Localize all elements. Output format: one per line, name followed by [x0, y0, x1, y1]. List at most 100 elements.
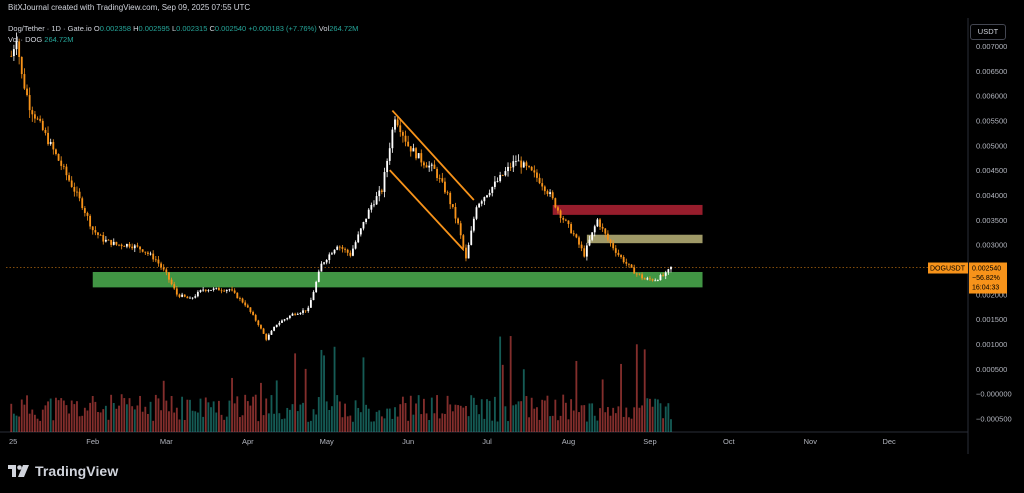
volume-bar: [651, 406, 654, 432]
volume-bar: [614, 413, 617, 432]
volume-bar: [136, 405, 139, 432]
low-value: 0.002315: [176, 24, 208, 33]
candle-body: [514, 161, 517, 162]
candle-body: [309, 300, 312, 308]
volume-bar: [154, 394, 157, 432]
volume-bar: [18, 416, 21, 432]
candle-body: [401, 132, 404, 136]
volume-bar: [543, 400, 546, 432]
candle-body: [283, 319, 286, 321]
volume-bar: [472, 397, 475, 432]
x-tick-label: Oct: [723, 437, 736, 446]
candle-body: [110, 239, 113, 245]
candle-body: [530, 166, 533, 171]
candle-body: [275, 324, 278, 327]
volume-bar: [181, 396, 184, 432]
candle-body: [394, 119, 396, 130]
candle-body: [541, 183, 544, 187]
volume-bar: [173, 412, 176, 432]
volume-bar: [654, 398, 657, 432]
volume-bar: [302, 402, 304, 432]
volume-bar: [254, 394, 257, 432]
volume-bar: [599, 408, 601, 432]
volume-bar: [417, 395, 420, 432]
price-tag-countdown: 16:04:33: [972, 285, 999, 292]
candle-body: [656, 280, 659, 281]
y-tick-label: 0.006500: [976, 67, 1007, 76]
candle-body: [186, 296, 189, 299]
candle-body: [70, 180, 73, 187]
candle-body: [415, 148, 417, 159]
volume-bar: [483, 418, 486, 432]
candle-body: [57, 153, 60, 161]
close-value: 0.002540: [214, 24, 247, 33]
candle-body: [444, 181, 446, 193]
volume-legend: Vol · DOG 264.72M: [8, 35, 73, 44]
brand-name: TradingView: [35, 463, 119, 479]
volume-bar: [625, 407, 628, 432]
candle-body: [412, 148, 415, 152]
candle-body: [91, 226, 94, 231]
volume-bar: [233, 403, 236, 432]
x-tick-label: Feb: [86, 437, 99, 446]
candle-body: [499, 175, 502, 182]
volume-bar: [354, 400, 357, 432]
volume-bar: [241, 415, 244, 432]
volume-bar: [638, 407, 641, 432]
candle-body: [331, 253, 333, 255]
volume-bar: [102, 409, 105, 432]
candle-body: [470, 230, 473, 245]
volume-bar: [315, 414, 318, 432]
candle-body: [225, 289, 228, 292]
candle-body: [165, 269, 168, 273]
y-tick-label: 0.003500: [976, 216, 1007, 225]
volume-bar: [609, 415, 612, 432]
volume-bar: [635, 344, 638, 432]
volume-bar: [94, 401, 97, 432]
volume-bar: [554, 399, 557, 432]
candle-body: [433, 164, 436, 169]
candle-body: [533, 170, 536, 173]
symbol-label[interactable]: Dog/Tether · 1D · Gate.io: [8, 24, 92, 33]
candle-body: [651, 279, 654, 281]
volume-bar: [267, 413, 270, 432]
candle-body: [404, 135, 407, 142]
volume-bar: [649, 398, 651, 432]
volume-bar: [546, 395, 549, 432]
volume-series-label[interactable]: Vol · DOG: [8, 35, 43, 44]
symbol-tag-text: DOGUSDT: [930, 266, 966, 273]
y-tick-label: 0.005500: [976, 117, 1007, 126]
candle-body: [612, 243, 615, 249]
price-tag-change: −56.82%: [972, 275, 1000, 282]
volume-bar: [578, 412, 580, 432]
volume-bar: [265, 398, 268, 432]
candle-body: [320, 263, 323, 272]
x-tick-label: Sep: [643, 437, 656, 446]
volume-bar: [367, 408, 370, 432]
candle-body: [196, 291, 199, 297]
candle-body: [467, 244, 470, 259]
candle-body: [152, 253, 155, 260]
volume-bar: [220, 414, 223, 432]
candle-body: [86, 212, 89, 216]
volume-bar: [572, 410, 575, 432]
candle-body: [60, 160, 63, 166]
y-tick-label: 0.000500: [976, 365, 1007, 374]
currency-selector[interactable]: USDT: [970, 24, 1006, 40]
volume-bar: [622, 416, 625, 432]
y-tick-label: 0.001500: [976, 315, 1007, 324]
volume-bar: [338, 401, 341, 432]
volume-bar: [78, 416, 81, 432]
candle-body: [457, 218, 460, 224]
volume-bar: [633, 407, 636, 432]
y-tick-label: 0.002000: [976, 290, 1007, 299]
volume-bar: [89, 402, 92, 432]
volume-bar: [670, 419, 672, 432]
candle-body: [546, 191, 549, 194]
volume-bar: [168, 411, 170, 432]
x-tick-label: Aug: [562, 437, 575, 446]
volume-bar: [33, 414, 36, 432]
candle-body: [44, 129, 47, 133]
volume-bar: [147, 413, 149, 432]
